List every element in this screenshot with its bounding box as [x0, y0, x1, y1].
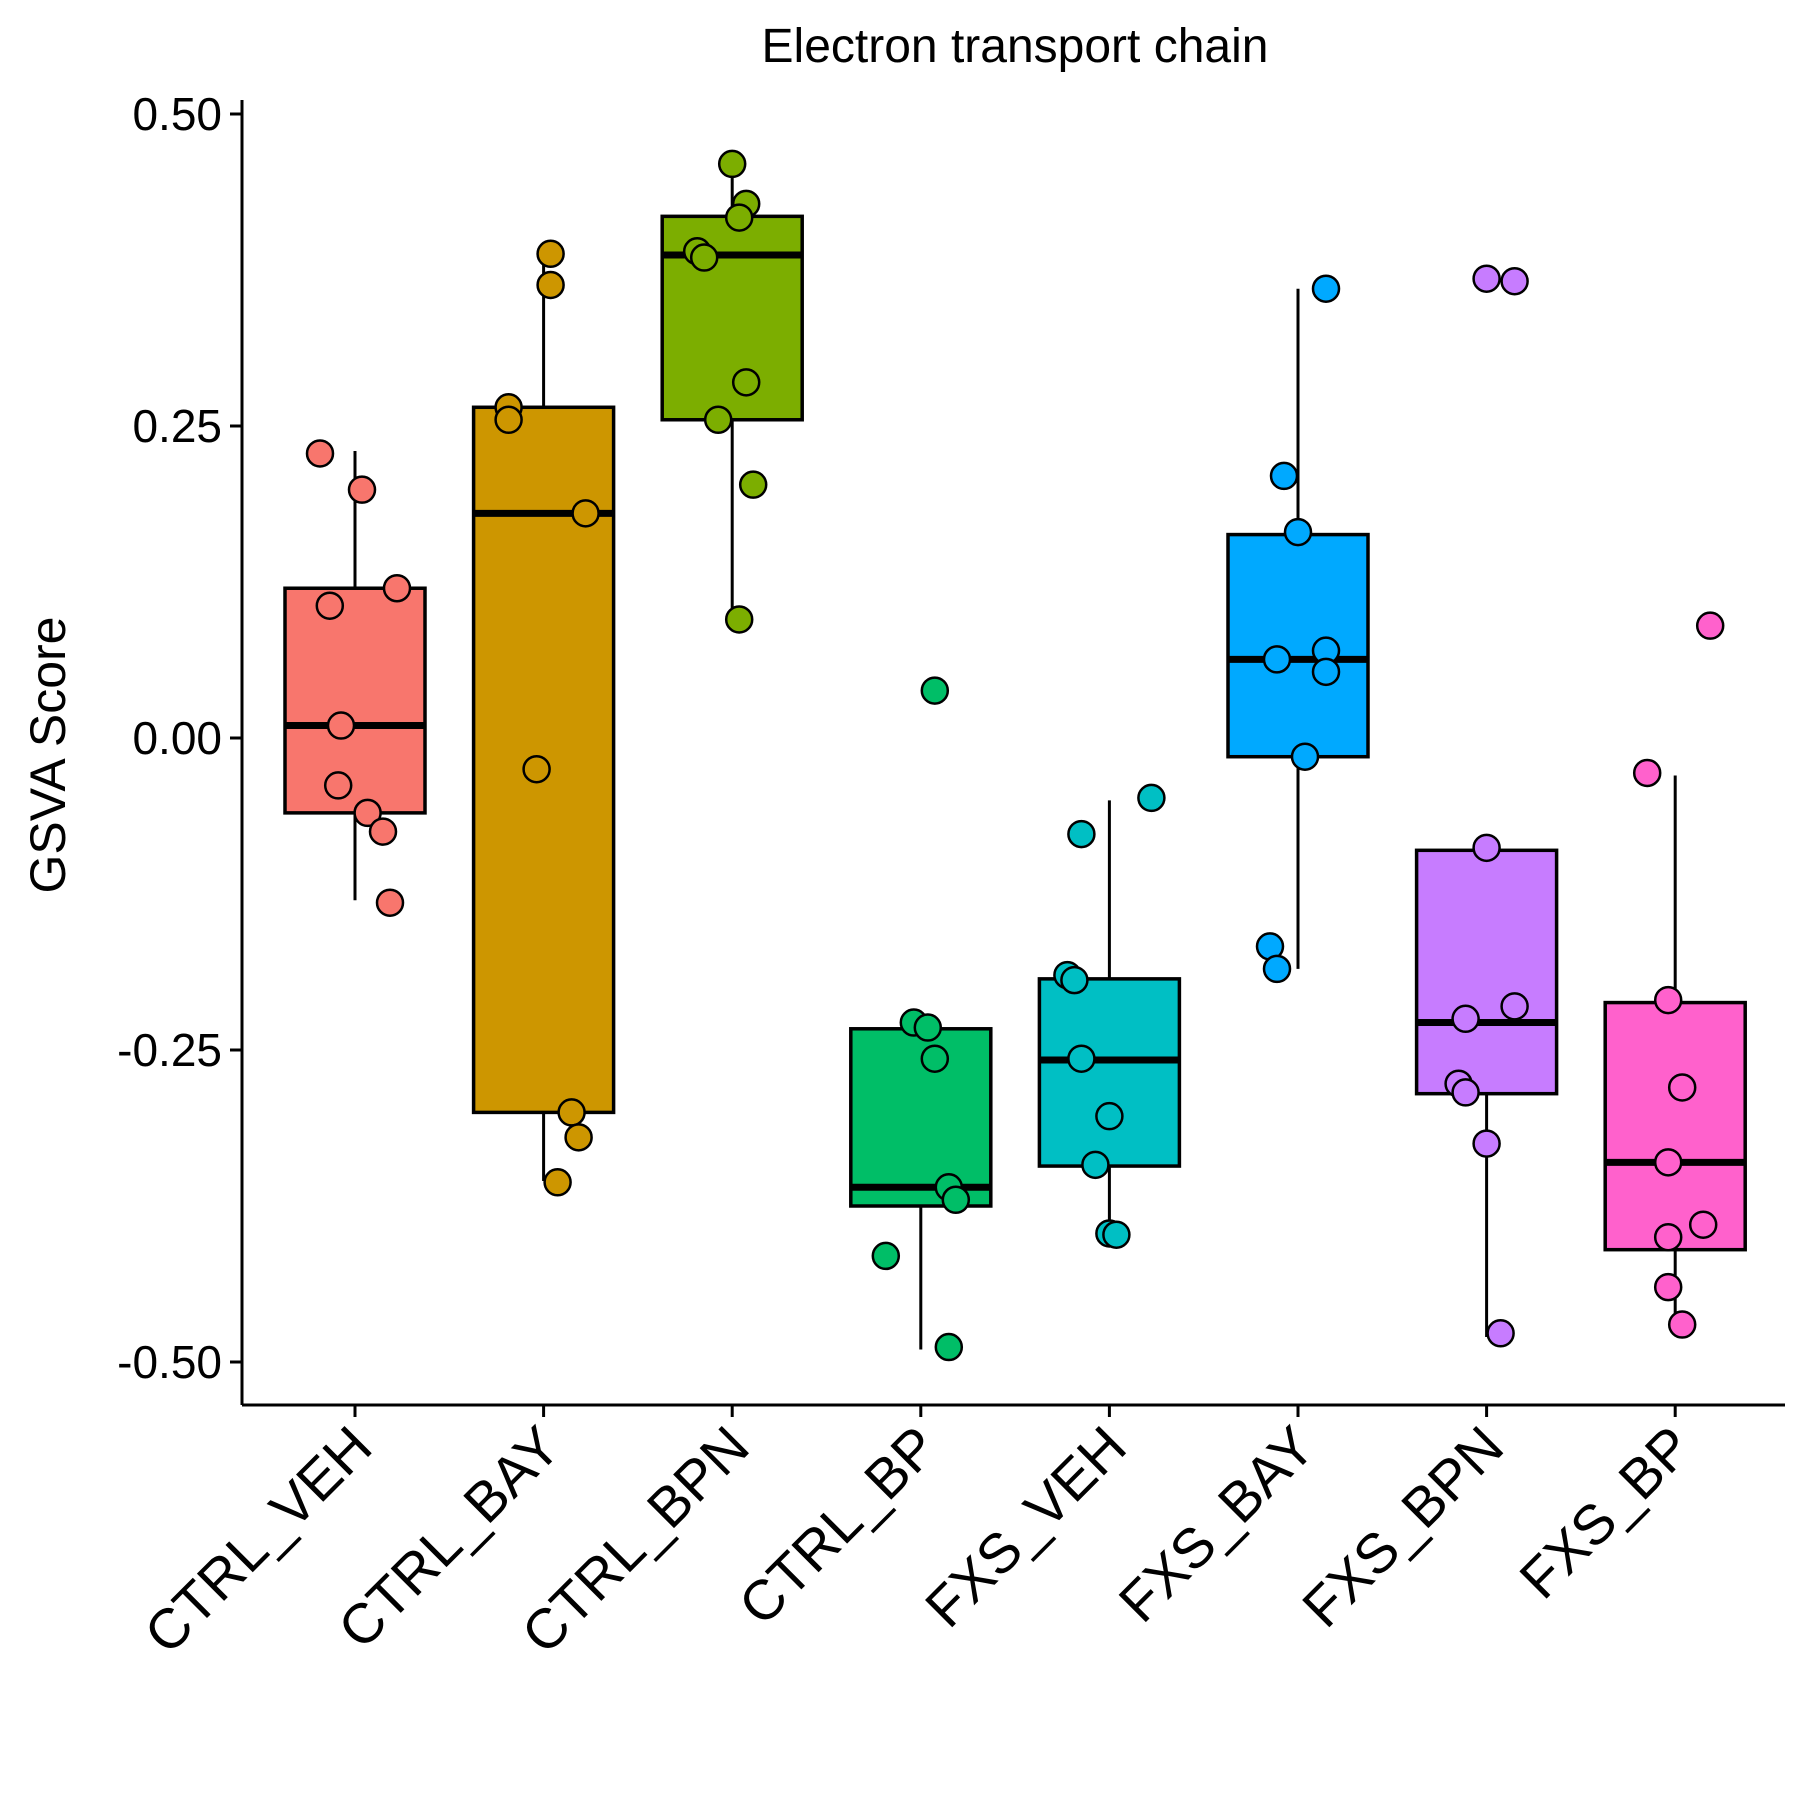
box-group-fxs-veh — [1037, 783, 1182, 1249]
data-point — [326, 711, 356, 740]
data-point — [1290, 742, 1320, 771]
data-point — [1472, 1129, 1501, 1158]
chart-title: Electron transport chain — [762, 20, 1269, 73]
data-point — [1269, 461, 1299, 491]
data-point — [1060, 965, 1089, 995]
data-point — [1653, 1148, 1683, 1177]
data-point — [494, 405, 523, 435]
data-point — [1262, 954, 1292, 984]
data-point — [703, 405, 733, 435]
data-point — [1095, 1101, 1124, 1131]
box-iqr — [849, 1027, 993, 1208]
data-point — [323, 771, 353, 800]
data-point — [717, 149, 747, 179]
data-point — [1102, 1220, 1131, 1249]
data-point — [1688, 1210, 1718, 1239]
data-point — [1451, 1078, 1480, 1107]
data-point — [557, 1098, 586, 1127]
x-tick-label: FXS_BP — [1507, 1414, 1703, 1610]
x-tick-label: FXS_BAY — [1107, 1414, 1327, 1634]
box-group-ctrl-bay — [471, 239, 616, 1197]
data-point — [941, 1185, 971, 1215]
data-point — [1486, 1319, 1515, 1348]
data-point — [1067, 819, 1096, 849]
data-point — [382, 573, 412, 603]
data-point — [731, 368, 761, 397]
x-tick-label: FXS_VEH — [913, 1414, 1138, 1639]
data-point — [1311, 274, 1341, 303]
y-tick-label: -0.50 — [117, 1336, 222, 1388]
box-group-ctrl-bpn — [660, 149, 804, 634]
data-point — [1262, 645, 1292, 674]
data-point — [1311, 657, 1341, 687]
data-point — [305, 439, 335, 468]
data-point — [1451, 1004, 1480, 1034]
box-iqr — [660, 214, 804, 422]
data-point — [724, 203, 754, 232]
box-iqr — [1226, 532, 1370, 759]
data-point — [543, 1168, 572, 1197]
data-point — [368, 817, 398, 846]
data-point — [1283, 517, 1313, 547]
data-point — [347, 475, 377, 504]
data-point — [1695, 611, 1725, 640]
data-point — [1667, 1310, 1697, 1339]
data-point — [913, 1013, 943, 1042]
box-group-ctrl-bp — [849, 676, 993, 1362]
y-tick-label: 0.50 — [132, 88, 222, 140]
data-point — [738, 470, 768, 499]
box-group-fxs-bpn — [1414, 264, 1559, 1348]
y-tick-label: -0.25 — [117, 1024, 222, 1076]
box-iqr — [283, 586, 427, 815]
data-point — [1653, 1222, 1683, 1252]
data-point — [689, 243, 719, 272]
x-tick-label: FXS_BPN — [1290, 1414, 1515, 1639]
data-point — [920, 1044, 950, 1073]
data-point — [375, 888, 405, 917]
y-tick-label: 0.00 — [132, 712, 222, 764]
box-iqr — [1414, 848, 1559, 1096]
data-point — [1137, 783, 1166, 813]
data-point — [536, 270, 565, 300]
y-axis-label: GSVA Score — [20, 617, 76, 894]
data-point — [1067, 1044, 1096, 1073]
data-point — [1500, 266, 1529, 296]
data-point — [871, 1241, 901, 1271]
plot-area — [283, 149, 1747, 1362]
data-point — [1500, 992, 1529, 1021]
data-point — [1653, 1272, 1683, 1302]
data-point — [920, 676, 950, 705]
box-group-fxs-bay — [1226, 274, 1370, 984]
data-point — [536, 239, 565, 269]
data-point — [934, 1332, 964, 1362]
box-group-ctrl-veh — [283, 439, 427, 917]
data-point — [1632, 758, 1662, 788]
data-point — [1081, 1150, 1110, 1180]
data-point — [1667, 1073, 1697, 1102]
data-point — [315, 591, 345, 620]
data-point — [564, 1123, 593, 1152]
box-iqr — [1603, 1000, 1747, 1252]
y-tick-label: 0.25 — [132, 400, 222, 452]
data-point — [1472, 264, 1501, 293]
data-point — [353, 798, 382, 828]
data-point — [522, 754, 551, 784]
data-point — [1653, 985, 1683, 1015]
data-point — [1472, 833, 1501, 863]
x-tick-label: CTRL_BP — [726, 1414, 949, 1637]
data-point — [571, 499, 600, 528]
box-iqr — [1037, 977, 1182, 1168]
data-point — [724, 605, 754, 634]
box-group-fxs-bp — [1603, 611, 1747, 1339]
